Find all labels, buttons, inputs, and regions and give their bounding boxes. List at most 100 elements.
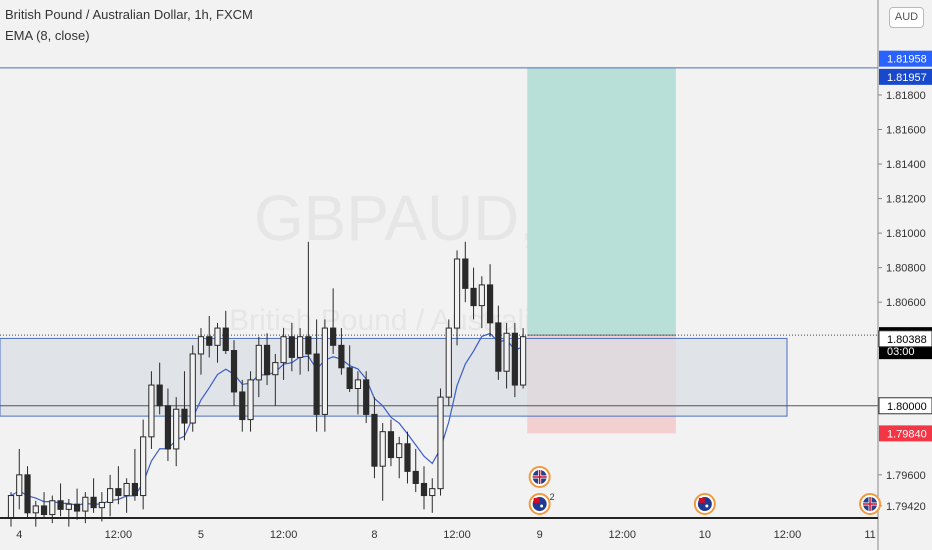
x-tick-label: 10 <box>699 529 711 541</box>
candle-body <box>115 488 122 497</box>
x-tick-label: 12:00 <box>270 529 298 541</box>
candle <box>255 336 262 398</box>
candle <box>363 371 370 424</box>
price-tag: 1.79840 <box>879 425 932 442</box>
y-tick-label: 1.80600 <box>886 297 926 309</box>
candle-body <box>40 505 48 516</box>
y-tick-label: 1.80800 <box>886 263 926 275</box>
indicator-label[interactable]: EMA (8, close) <box>5 28 90 43</box>
candle-body <box>57 500 64 510</box>
candle <box>7 492 15 527</box>
candle <box>156 362 163 415</box>
candle <box>354 371 362 415</box>
candle <box>272 353 279 406</box>
candle-body <box>164 405 172 450</box>
candle-body <box>297 336 304 358</box>
price-tag-bg <box>879 425 932 442</box>
candle-body <box>313 353 320 415</box>
candle <box>371 397 378 479</box>
x-tick-label: 8 <box>371 529 377 541</box>
candle <box>115 466 122 505</box>
candle <box>40 492 48 518</box>
candle-body <box>16 474 23 497</box>
uk-flag-icon <box>859 493 882 515</box>
target-zone <box>527 67 676 336</box>
candle-body <box>280 336 287 364</box>
flag-canton <box>533 498 540 503</box>
candle <box>206 315 213 358</box>
candle-body <box>197 336 205 355</box>
candle <box>379 423 386 501</box>
candle <box>478 276 485 329</box>
y-tick-label: 1.79420 <box>886 501 926 513</box>
candle-body <box>495 322 502 372</box>
candle-body <box>173 408 180 450</box>
x-tick-label: 5 <box>198 529 204 541</box>
price-tag-bg <box>878 397 932 415</box>
candle-body <box>73 503 81 512</box>
candle-body <box>7 495 15 519</box>
candle <box>520 328 527 389</box>
candle-body <box>255 344 262 381</box>
chart-title: British Pound / Australian Dollar, 1h, F… <box>5 7 253 22</box>
candle-body <box>470 287 477 307</box>
candle <box>173 397 180 467</box>
candle-body <box>363 379 370 415</box>
candle <box>57 483 64 517</box>
candle <box>239 379 246 432</box>
candle <box>305 241 312 372</box>
candle-body <box>123 482 130 497</box>
price-tag-label: 1.79840 <box>887 428 927 440</box>
candle <box>123 478 130 513</box>
candle <box>263 333 271 386</box>
candle <box>437 388 444 496</box>
candle <box>330 288 337 354</box>
candle-body <box>156 384 163 407</box>
candle <box>470 267 477 320</box>
candle <box>230 340 238 406</box>
flag-canton <box>698 498 705 503</box>
candle-body <box>478 284 485 307</box>
candle-body <box>131 482 139 497</box>
candle-body <box>148 384 155 438</box>
y-tick-label: 1.81800 <box>886 90 926 102</box>
candle <box>164 388 172 462</box>
candle-body <box>288 336 295 358</box>
x-tick-label: 12:00 <box>443 529 471 541</box>
currency-button[interactable]: AUD <box>889 7 924 28</box>
candle-body <box>453 258 461 329</box>
price-tag-label: 1.80000 <box>887 401 927 413</box>
candle <box>511 322 518 398</box>
uk-flag-icon <box>528 466 551 488</box>
flag-star <box>540 504 544 508</box>
candle <box>73 488 81 520</box>
flag-star <box>705 504 709 508</box>
x-tick-label: 12:00 <box>105 529 133 541</box>
price-tag-label: 1.81957 <box>887 72 927 84</box>
candle <box>445 319 452 406</box>
y-tick-label: 1.81400 <box>886 159 926 171</box>
candle <box>420 466 428 510</box>
candle-body <box>387 431 395 459</box>
candle-body <box>263 344 271 376</box>
price-tag-label: 1.80388 <box>887 334 927 346</box>
candle-body <box>346 367 353 389</box>
candle <box>313 319 320 432</box>
australia-flag-icon <box>693 493 716 515</box>
australia-flag-icon <box>528 493 551 515</box>
candle <box>297 328 304 375</box>
x-tick-label: 4 <box>16 529 22 541</box>
candle-body <box>437 396 444 490</box>
candle <box>321 319 328 432</box>
x-tick-label: 12:00 <box>774 529 802 541</box>
candle-body <box>404 443 411 472</box>
candle <box>197 328 205 375</box>
candle-body <box>206 336 213 346</box>
price-tag-label: 1.81958 <box>887 54 927 66</box>
candle-body <box>98 501 105 509</box>
x-tick-label: 9 <box>537 529 543 541</box>
candle <box>140 419 147 510</box>
candle <box>24 466 31 518</box>
candle-body <box>429 488 436 497</box>
